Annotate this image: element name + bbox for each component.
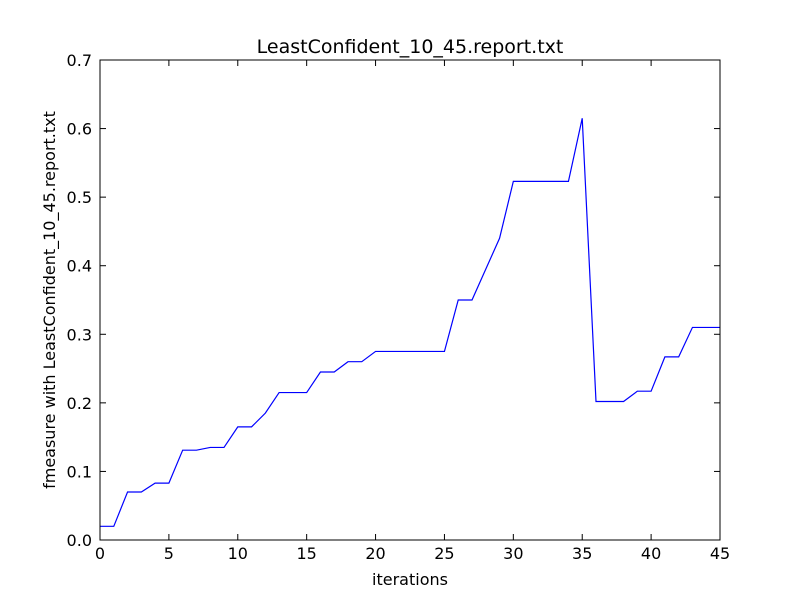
x-tick-label: 35 bbox=[572, 544, 592, 563]
x-axis-label: iterations bbox=[372, 570, 448, 589]
x-tick-label: 10 bbox=[228, 544, 248, 563]
x-tick-label: 15 bbox=[296, 544, 316, 563]
y-tick-label: 0.7 bbox=[67, 51, 92, 70]
y-tick-label: 0.2 bbox=[67, 394, 92, 413]
plot-frame bbox=[99, 59, 721, 541]
x-tick-label: 45 bbox=[710, 544, 730, 563]
plot-line-layer bbox=[100, 118, 720, 527]
y-tick-label: 0.3 bbox=[67, 325, 92, 344]
chart-title: LeastConfident_10_45.report.txt bbox=[257, 36, 564, 58]
y-axis-ticks: 0.0 0.1 0.2 0.3 0.4 0.5 0.6 0.7 bbox=[67, 51, 720, 550]
x-tick-label: 30 bbox=[503, 544, 523, 563]
x-tick-label: 40 bbox=[641, 544, 661, 563]
series-line-0 bbox=[100, 118, 720, 527]
x-tick-label: 25 bbox=[434, 544, 454, 563]
y-tick-label: 0.5 bbox=[67, 188, 92, 207]
y-axis-label: fmeasure with LeastConfident_10_45.repor… bbox=[40, 111, 60, 489]
y-tick-label: 0.0 bbox=[67, 531, 92, 550]
y-tick-label: 0.6 bbox=[67, 120, 92, 139]
x-tick-label: 0 bbox=[95, 544, 105, 563]
x-tick-label: 5 bbox=[164, 544, 174, 563]
x-axis-ticks: 0 5 10 15 20 25 30 35 40 45 bbox=[95, 60, 730, 563]
x-tick-label: 20 bbox=[365, 544, 385, 563]
y-tick-label: 0.1 bbox=[67, 462, 92, 481]
y-tick-label: 0.4 bbox=[67, 257, 92, 276]
